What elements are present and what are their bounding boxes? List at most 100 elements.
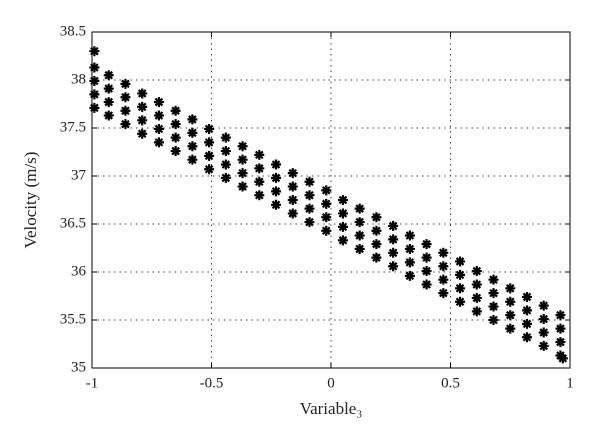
y-tick-label: 37.5 bbox=[60, 119, 86, 135]
point bbox=[321, 212, 332, 223]
y-tick-label: 35.5 bbox=[60, 311, 86, 327]
point bbox=[404, 270, 415, 281]
point bbox=[170, 132, 181, 143]
point bbox=[321, 198, 332, 209]
point bbox=[137, 128, 148, 139]
point bbox=[471, 279, 482, 290]
point bbox=[103, 110, 114, 121]
point bbox=[321, 185, 332, 196]
point bbox=[137, 115, 148, 126]
point bbox=[388, 247, 399, 258]
point bbox=[287, 181, 298, 192]
point bbox=[321, 225, 332, 236]
point bbox=[404, 257, 415, 268]
point bbox=[505, 296, 516, 307]
point bbox=[304, 190, 315, 201]
point bbox=[204, 150, 215, 161]
y-tick-label: 38 bbox=[71, 71, 86, 87]
point bbox=[538, 327, 549, 338]
point bbox=[337, 208, 348, 219]
x-tick-label: -1 bbox=[86, 375, 99, 391]
point bbox=[304, 203, 315, 214]
x-tick-label: 0.5 bbox=[441, 375, 460, 391]
point bbox=[471, 266, 482, 277]
point bbox=[421, 252, 432, 263]
point bbox=[271, 199, 282, 210]
point bbox=[555, 310, 566, 321]
point bbox=[488, 301, 499, 312]
y-tick-label: 36.5 bbox=[60, 215, 86, 231]
point bbox=[220, 159, 231, 170]
point bbox=[521, 332, 532, 343]
point bbox=[89, 62, 100, 73]
point bbox=[271, 172, 282, 183]
point bbox=[371, 252, 382, 263]
point bbox=[271, 186, 282, 197]
point bbox=[354, 243, 365, 254]
point bbox=[404, 243, 415, 254]
point bbox=[421, 279, 432, 290]
point bbox=[421, 266, 432, 277]
point bbox=[354, 230, 365, 241]
point bbox=[204, 137, 215, 148]
x-tick-label: 0 bbox=[327, 375, 335, 391]
point bbox=[204, 123, 215, 134]
point bbox=[187, 141, 198, 152]
point bbox=[455, 256, 466, 267]
point bbox=[120, 119, 131, 130]
point bbox=[438, 288, 449, 299]
point bbox=[521, 318, 532, 329]
point bbox=[521, 305, 532, 316]
point bbox=[304, 176, 315, 187]
y-tick-label: 35 bbox=[71, 359, 86, 375]
point bbox=[557, 353, 568, 364]
point bbox=[89, 89, 100, 100]
point bbox=[337, 195, 348, 205]
point bbox=[388, 234, 399, 245]
point bbox=[337, 221, 348, 232]
point bbox=[404, 230, 415, 241]
point bbox=[471, 306, 482, 317]
point bbox=[254, 163, 265, 174]
point bbox=[187, 114, 198, 125]
point bbox=[153, 97, 164, 108]
x-tick-label: 1 bbox=[566, 375, 574, 391]
point bbox=[170, 146, 181, 157]
point bbox=[438, 247, 449, 258]
point bbox=[354, 217, 365, 228]
point bbox=[455, 269, 466, 280]
point bbox=[488, 288, 499, 299]
point bbox=[237, 154, 248, 165]
point bbox=[371, 239, 382, 250]
point bbox=[521, 291, 532, 302]
point bbox=[103, 97, 114, 108]
point bbox=[220, 172, 231, 183]
point bbox=[538, 340, 549, 351]
point bbox=[254, 190, 265, 201]
point bbox=[170, 105, 181, 116]
point bbox=[388, 220, 399, 231]
point bbox=[103, 70, 114, 81]
point bbox=[488, 315, 499, 325]
point bbox=[220, 132, 231, 143]
point bbox=[220, 146, 231, 157]
point bbox=[137, 101, 148, 112]
plot-frame bbox=[91, 31, 571, 369]
y-tick-label: 38.5 bbox=[60, 23, 86, 39]
point bbox=[287, 195, 298, 205]
point bbox=[471, 292, 482, 303]
point bbox=[237, 141, 248, 152]
point bbox=[505, 283, 516, 294]
point bbox=[187, 154, 198, 165]
point bbox=[438, 261, 449, 272]
point bbox=[505, 323, 516, 334]
point bbox=[304, 217, 315, 228]
point bbox=[538, 314, 549, 325]
point bbox=[438, 274, 449, 285]
point bbox=[89, 75, 100, 86]
point bbox=[455, 283, 466, 294]
point bbox=[153, 110, 164, 121]
point bbox=[254, 149, 265, 160]
point bbox=[354, 203, 365, 214]
